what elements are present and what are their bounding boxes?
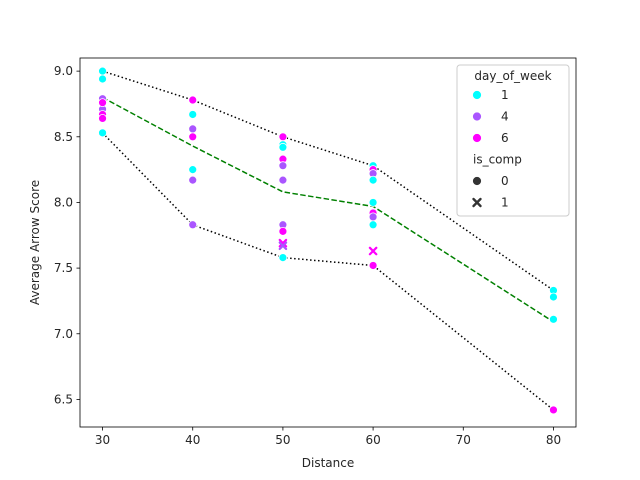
data-point-35 [368,261,378,270]
mean-line-0 [102,96,554,323]
y-tick-label: 8.0 [54,195,73,209]
data-point-7 [98,98,107,108]
data-point-22 [278,226,288,236]
x-tick-label: 70 [456,433,471,447]
x-axis-title: Distance [302,456,354,470]
x-tick-label: 80 [546,433,561,447]
data-point-0 [98,66,107,76]
data-point-6 [98,114,107,123]
x-tick-label: 40 [185,433,200,447]
data-point-20 [278,175,288,185]
legend-swatch-day-6 [472,133,482,143]
legend-label-day-6: 6 [501,131,509,145]
y-tick-label: 6.5 [54,392,73,406]
data-point-37 [549,292,558,302]
data-point-11 [188,132,198,142]
data-point-14 [188,220,198,230]
legend-swatch-day-1 [472,90,482,100]
data-point-34 [368,246,378,256]
data-point-17 [278,142,288,152]
points-layer [98,66,558,415]
data-point-39 [549,405,558,415]
data-point-29 [368,175,378,185]
plot-frame [79,57,577,428]
data-point-10 [188,124,198,134]
data-point-24 [278,241,288,251]
legend-swatch-comp-0 [472,176,482,186]
x-tick-label: 60 [365,433,380,447]
data-point-38 [549,314,558,324]
legend-label-day-1: 1 [501,88,509,102]
legend-label-comp-1: 1 [501,196,509,210]
data-point-13 [188,175,198,185]
y-tick-label: 7.0 [54,327,73,341]
legend-label-day-4: 4 [501,110,509,124]
legend-hue-title: day_of_week [474,69,551,83]
data-point-2 [98,128,107,138]
x-tick-label: 30 [95,433,110,447]
y-tick-label: 7.5 [54,261,73,275]
y-axis-ticks: 6.5 7.0 7.5 8.0 8.5 9.0 [54,64,80,406]
data-point-8 [188,95,198,105]
data-point-25 [278,253,288,263]
legend-swatch-comp-1 [472,197,482,208]
data-point-12 [188,165,198,175]
x-tick-label: 50 [275,433,290,447]
legend-swatch-day-4 [472,111,482,122]
data-point-33 [368,220,378,230]
data-point-19 [278,161,288,171]
data-point-1 [98,74,107,84]
y-axis-title: Average Arrow Score [28,180,42,305]
legend-label-comp-0: 0 [501,174,509,188]
legend: day_of_week is_comp 1 4 6 0 1 [456,64,570,217]
x-axis-ticks: 30 40 50 60 70 80 [95,427,561,447]
legend-box [456,64,570,217]
data-point-23 [278,238,288,248]
legend-style-title: is_comp [473,153,522,167]
legend-entries: 1 4 6 0 1 [472,88,509,210]
data-point-30 [368,198,378,207]
data-point-32 [368,212,378,222]
y-tick-label: 9.0 [54,64,73,78]
data-point-9 [188,110,198,119]
y-tick-label: 8.5 [54,130,73,144]
data-point-15 [278,132,288,142]
